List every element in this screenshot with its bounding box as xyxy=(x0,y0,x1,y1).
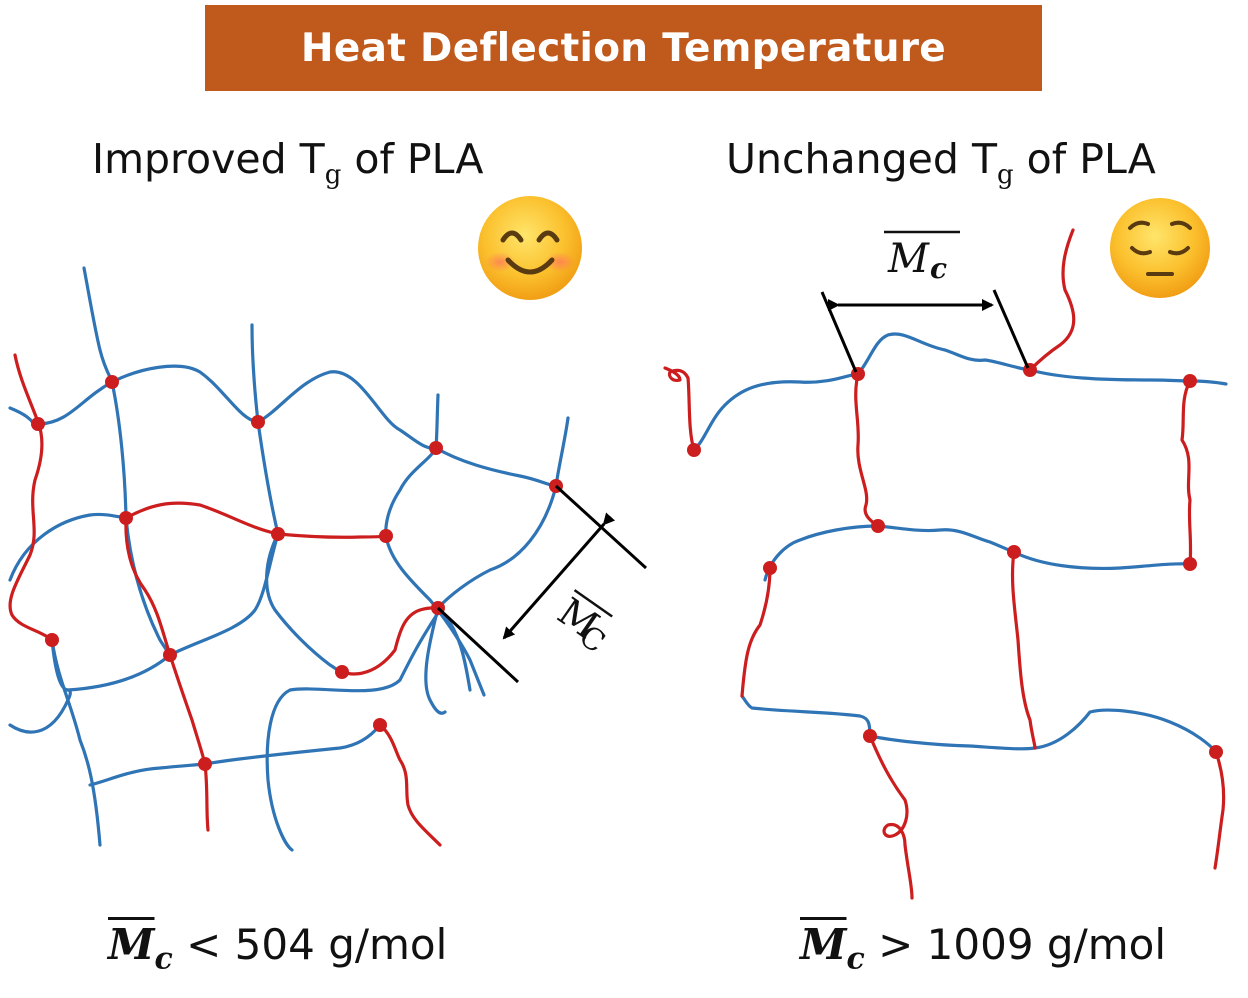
blue-chain xyxy=(8,512,128,582)
blue-chain xyxy=(88,723,382,787)
red-chain xyxy=(868,734,914,900)
red-chain xyxy=(663,366,696,452)
red-chain xyxy=(1180,379,1193,566)
left-mc-label: M C xyxy=(550,589,613,660)
svg-text:M: M xyxy=(887,236,930,282)
blue-chain xyxy=(692,332,1228,452)
left-title-rest: of PLA xyxy=(341,135,484,183)
red-chain xyxy=(740,566,772,698)
crosslink-node xyxy=(31,417,45,431)
blue-chain xyxy=(763,524,1192,582)
blue-chain xyxy=(50,532,280,692)
title-banner: Heat Deflection Temperature xyxy=(205,5,1042,91)
blue-chain xyxy=(265,608,442,852)
blue-chain xyxy=(265,532,344,674)
left-network xyxy=(8,266,648,852)
right-title-rest: of PLA xyxy=(1013,135,1156,183)
right-footer-text: > 1009 g/mol xyxy=(864,920,1166,969)
left-title-main: Improved T xyxy=(92,135,325,183)
crosslink-node xyxy=(1183,557,1197,571)
right-mc-label: M c xyxy=(884,230,960,285)
blue-chain xyxy=(8,688,72,734)
blue-chain xyxy=(82,266,128,520)
banner-title: Heat Deflection Temperature xyxy=(300,25,947,71)
right-title-main: Unchanged T xyxy=(726,135,997,183)
mc-distance-arrow xyxy=(502,512,616,640)
left-panel-title: Improved Tg of PLA xyxy=(92,135,483,190)
red-chain xyxy=(8,353,54,642)
red-chain xyxy=(1010,550,1037,750)
blue-chain xyxy=(384,534,486,697)
crosslink-node xyxy=(198,757,212,771)
crosslink-node xyxy=(763,561,777,575)
red-chain xyxy=(340,606,440,676)
crosslink-node xyxy=(687,443,701,457)
left-footer-text: < 504 g/mol xyxy=(172,920,448,969)
blue-chain xyxy=(8,364,558,488)
svg-text:c: c xyxy=(930,252,947,285)
crosslink-node xyxy=(335,665,349,679)
left-footer-symbol: M xyxy=(108,920,155,969)
crosslink-node xyxy=(45,633,59,647)
crosslink-node xyxy=(851,367,865,381)
crosslink-node xyxy=(1183,374,1197,388)
crosslink-node xyxy=(251,415,265,429)
blue-chain xyxy=(740,694,1218,754)
right-network xyxy=(663,228,1228,900)
red-chain xyxy=(1213,750,1226,870)
left-footer-symbol-sub: c xyxy=(154,941,173,977)
left-title-subscript: g xyxy=(324,160,342,190)
blue-chain xyxy=(50,638,102,847)
crosslink-node xyxy=(863,729,877,743)
blue-chain xyxy=(384,393,440,538)
crosslink-node xyxy=(105,375,119,389)
crosslink-node xyxy=(429,441,443,455)
red-chain xyxy=(378,723,442,847)
mc-boundary-line xyxy=(820,291,858,373)
red-chain xyxy=(124,516,210,832)
right-footer-value: Mc > 1009 g/mol xyxy=(800,920,1166,976)
crosslink-node xyxy=(163,648,177,662)
crosslink-node xyxy=(379,529,393,543)
right-panel-title: Unchanged Tg of PLA xyxy=(726,135,1156,190)
crosslink-node xyxy=(1007,545,1021,559)
right-title-subscript: g xyxy=(996,160,1014,190)
smiling-face-icon xyxy=(478,196,582,300)
crosslink-node xyxy=(271,527,285,541)
crosslink-node xyxy=(1209,745,1223,759)
blue-chain xyxy=(250,323,280,536)
mc-boundary-line xyxy=(992,289,1030,369)
left-footer-value: Mc < 504 g/mol xyxy=(108,920,447,976)
pensive-face-icon xyxy=(1110,198,1210,298)
crosslink-node xyxy=(373,718,387,732)
mc-boundary-line xyxy=(436,606,520,684)
right-footer-symbol: M xyxy=(800,920,847,969)
crosslink-node xyxy=(119,511,133,525)
red-chain xyxy=(854,372,880,528)
right-footer-symbol-sub: c xyxy=(846,941,865,977)
blue-chain xyxy=(424,416,570,715)
red-chain xyxy=(1028,228,1076,372)
crosslink-node xyxy=(871,519,885,533)
red-chain xyxy=(124,501,388,539)
